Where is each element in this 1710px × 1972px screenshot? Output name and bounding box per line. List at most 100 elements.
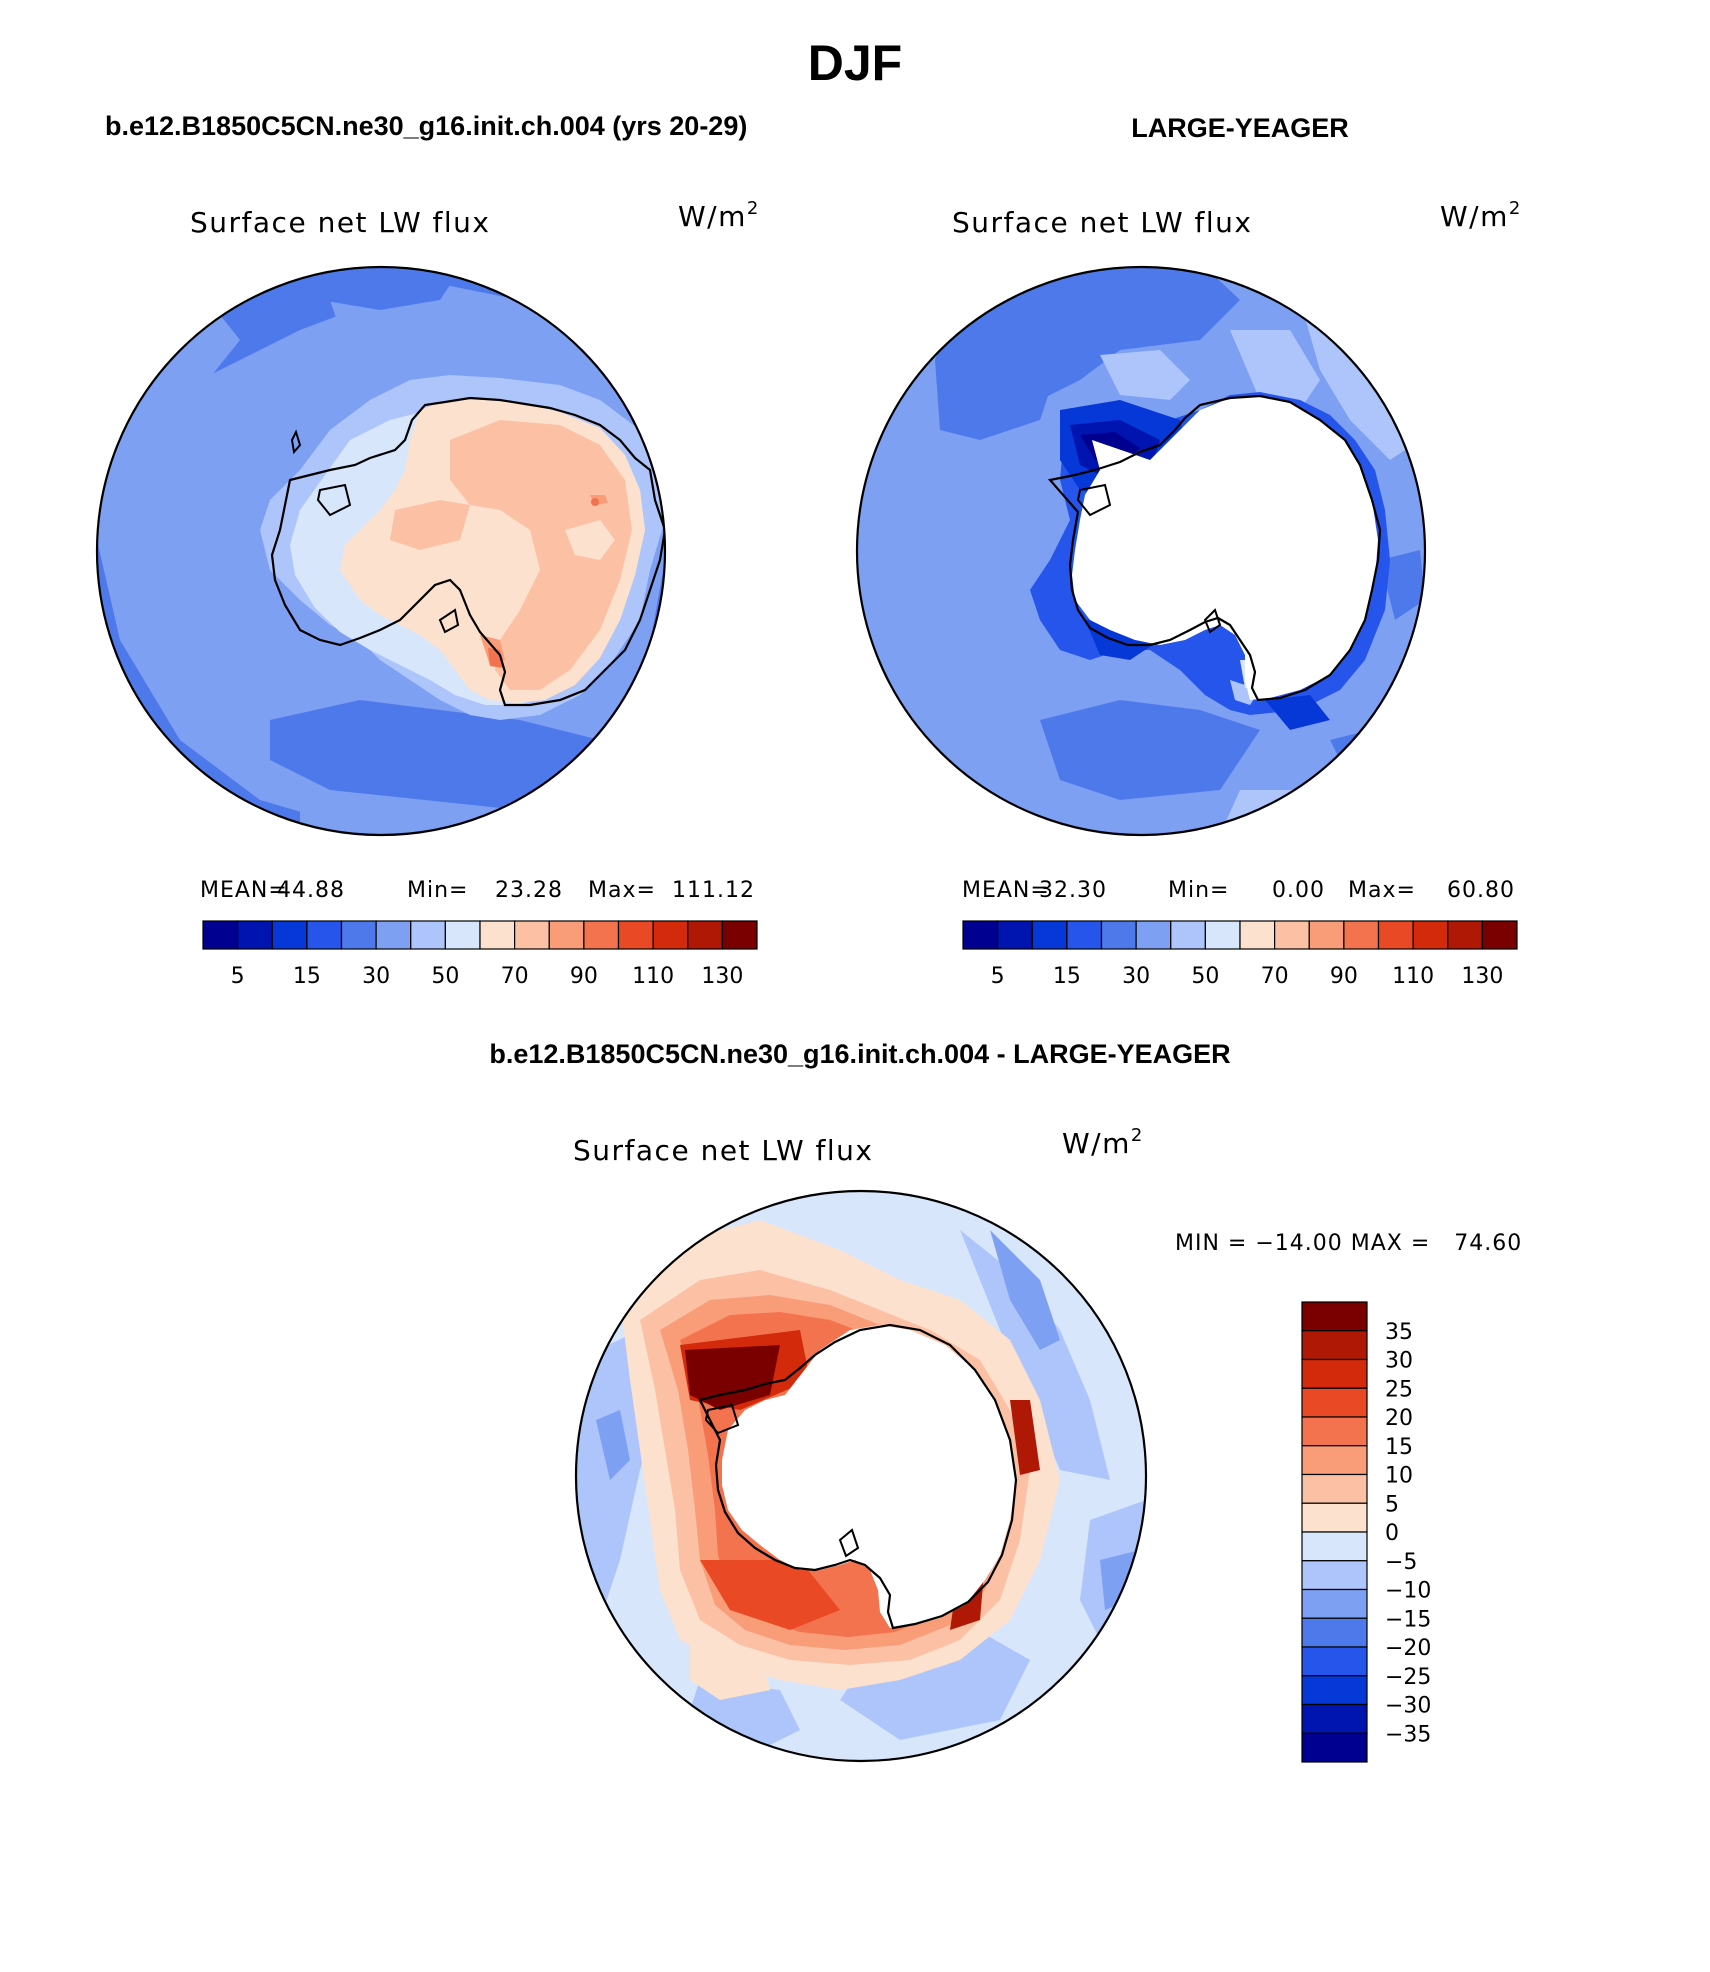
panel-diff-colorbar-swatch [1301, 1703, 1368, 1734]
panel-obs-variable: Surface net LW flux [952, 206, 1253, 239]
panel-diff-colorbar-swatch [1301, 1675, 1368, 1706]
panel-diff-colorbar-tick-label: 15 [1385, 1435, 1413, 1460]
panel-diff-colorbar-swatch [1301, 1560, 1368, 1591]
panel-diff-colorbar-swatch [1301, 1330, 1368, 1361]
panel-obs-colorbar-swatch [1377, 920, 1414, 950]
panel-diff-colorbar-swatch [1301, 1387, 1368, 1418]
panel-model-colorbar-tick-label: 50 [431, 964, 459, 989]
panel-diff-heading: b.e12.B1850C5CN.ne30_g16.init.ch.004 - L… [489, 1039, 1230, 1069]
panel-diff-minmax: MIN = −14.00 MAX = 74.60 [1175, 1231, 1522, 1256]
panel-diff-colorbar-tick-label: 5 [1385, 1492, 1399, 1517]
panel-obs-colorbar-swatch [1412, 920, 1449, 950]
panel-model-colorbar-swatch [271, 920, 308, 950]
panel-diff-colorbar-swatch [1301, 1617, 1368, 1648]
panel-model-colorbar-tick-label: 15 [293, 964, 321, 989]
panel-diff-colorbar-tick-label: 30 [1385, 1349, 1413, 1374]
panel-obs-heading: LARGE-YEAGER [1131, 113, 1349, 143]
panel-model-min-label: Min= [407, 878, 468, 903]
panel-obs-stats: MEAN= 32.30 Min= 0.00 Max= 60.80 [962, 878, 1515, 903]
panel-diff: b.e12.B1850C5CN.ne30_g16.init.ch.004 - L… [489, 1039, 1522, 1763]
panel-diff-colorbar-tick-label: −15 [1385, 1607, 1431, 1632]
panel-model-colorbar-swatch [237, 920, 273, 950]
panel-obs: LARGE-YEAGER Surface net LW flux W/m2 [855, 113, 1520, 989]
panel-model-max-value: 111.12 [672, 878, 755, 903]
panel-diff-colorbar-tick-label: −20 [1385, 1636, 1431, 1661]
panel-model-min-value: 23.28 [495, 878, 563, 903]
panel-obs-colorbar-tick-label: 130 [1461, 964, 1503, 989]
panel-model-mean-label: MEAN= [200, 878, 288, 903]
panel-diff-colorbar-swatch [1301, 1732, 1368, 1763]
panel-model-heading: b.e12.B1850C5CN.ne30_g16.init.ch.004 (yr… [105, 111, 747, 141]
panel-obs-max-label: Max= [1348, 878, 1416, 903]
panel-model-max-label: Max= [588, 878, 656, 903]
panel-diff-colorbar-swatch [1301, 1646, 1368, 1677]
panel-model-map-border [95, 265, 667, 837]
panel-obs-colorbar-tick-label: 15 [1053, 964, 1081, 989]
panel-obs-map [857, 267, 1425, 835]
panel-obs-mean-value: 32.30 [1039, 878, 1107, 903]
panel-diff-map-border [574, 1189, 1148, 1763]
panel-model-colorbar-tick-label: 5 [231, 964, 245, 989]
panel-obs-colorbar-swatch [1239, 920, 1276, 950]
panel-diff-variable: Surface net LW flux [573, 1134, 874, 1167]
panel-obs-colorbar-tick-label: 5 [991, 964, 1005, 989]
panel-diff-colorbar [1301, 1301, 1368, 1763]
panel-diff-colorbar-swatch [1301, 1358, 1368, 1389]
panel-diff-colorbar-swatch [1301, 1502, 1368, 1533]
panel-obs-colorbar-tick-label: 30 [1122, 964, 1150, 989]
panel-model-stats: MEAN= 44.88 Min= 23.28 Max= 111.12 [200, 878, 755, 903]
panel-obs-colorbar-swatch [1308, 920, 1345, 950]
panel-diff-colorbar-swatch [1301, 1416, 1368, 1447]
panel-obs-colorbar-swatch [997, 920, 1033, 950]
panel-obs-min-value: 0.00 [1272, 878, 1325, 903]
panel-model-mean-value: 44.88 [277, 878, 345, 903]
panel-model-colorbar-swatch [306, 920, 343, 950]
panel-model-colorbar-swatch [202, 920, 239, 950]
panel-obs-colorbar [962, 920, 1518, 950]
panel-model-colorbar-swatch [687, 920, 723, 950]
panel-diff-colorbar-ticks: 35 30 25 20 15 10 5 0 −5 −10 −15 −20 −25 −30 −35 [1385, 1320, 1431, 1748]
panel-model-colorbar-swatch [410, 920, 446, 950]
panel-diff-colorbar-swatch [1301, 1473, 1368, 1504]
panel-obs-colorbar-ticks: 5 15 30 50 70 90 110 130 [991, 964, 1504, 989]
panel-model-colorbar-swatch [340, 920, 377, 950]
panel-model-colorbar-swatch [652, 920, 689, 950]
panel-model-colorbar-swatch [479, 920, 516, 950]
panel-model-colorbar-swatch [583, 920, 620, 950]
panel-diff-colorbar-tick-label: 25 [1385, 1377, 1413, 1402]
panel-obs-colorbar-swatch [962, 920, 999, 950]
panel-obs-colorbar-swatch [1343, 920, 1380, 950]
panel-obs-colorbar-tick-label: 90 [1330, 964, 1358, 989]
panel-model-colorbar-swatch [721, 920, 758, 950]
panel-diff-colorbar-tick-label: 10 [1385, 1464, 1413, 1489]
panel-model-colorbar-swatch [514, 920, 550, 950]
panel-model-map [97, 267, 665, 835]
panel-obs-colorbar-tick-label: 50 [1191, 964, 1219, 989]
panel-diff-colorbar-swatch [1301, 1301, 1368, 1332]
panel-model-colorbar-tick-label: 30 [362, 964, 390, 989]
panel-obs-colorbar-swatch [1066, 920, 1103, 950]
panel-model-colorbar-swatch [375, 920, 412, 950]
panel-diff-colorbar-tick-label: 0 [1385, 1521, 1399, 1546]
panel-diff-colorbar-tick-label: −10 [1385, 1579, 1431, 1604]
panel-diff-colorbar-swatch [1301, 1445, 1368, 1476]
panel-diff-colorbar-swatch [1301, 1588, 1368, 1619]
panel-diff-units: W/m2 [1062, 1125, 1144, 1160]
panel-obs-colorbar-swatch [1447, 920, 1483, 950]
panel-obs-colorbar-swatch [1204, 920, 1241, 950]
panel-model-colorbar-tick-label: 70 [501, 964, 529, 989]
panel-model-colorbar-swatch [617, 920, 654, 950]
panel-diff-colorbar-tick-label: 20 [1385, 1406, 1413, 1431]
panel-diff-colorbar-tick-label: −5 [1385, 1550, 1417, 1575]
panel-model-colorbar-tick-label: 90 [570, 964, 598, 989]
panel-obs-max-value: 60.80 [1447, 878, 1515, 903]
panel-model-colorbar-ticks: 5 15 30 50 70 90 110 130 [231, 964, 744, 989]
page-title: DJF [808, 35, 902, 91]
panel-model: b.e12.B1850C5CN.ne30_g16.init.ch.004 (yr… [95, 111, 758, 989]
panel-model-variable: Surface net LW flux [190, 206, 491, 239]
panel-diff-colorbar-tick-label: 35 [1385, 1320, 1413, 1345]
panel-obs-map-border [855, 265, 1427, 837]
panel-diff-colorbar-swatch [1301, 1531, 1368, 1562]
panel-model-colorbar-swatch [548, 920, 585, 950]
